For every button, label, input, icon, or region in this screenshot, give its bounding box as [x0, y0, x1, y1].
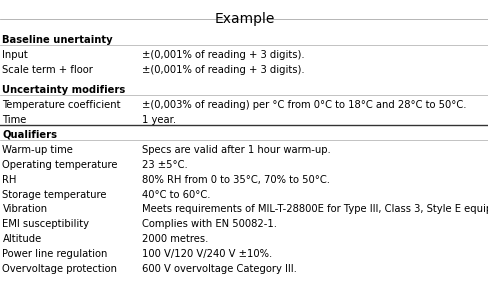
Text: Vibration: Vibration [2, 204, 47, 215]
Text: 80% RH from 0 to 35°C, 70% to 50°C.: 80% RH from 0 to 35°C, 70% to 50°C. [142, 175, 329, 185]
Text: ±(0,003% of reading) per °C from 0°C to 18°C and 28°C to 50°C.: ±(0,003% of reading) per °C from 0°C to … [142, 100, 466, 110]
Text: Scale term + floor: Scale term + floor [2, 65, 93, 75]
Text: Meets requirements of MIL-T-28800E for Type III, Class 3, Style E equipment.: Meets requirements of MIL-T-28800E for T… [142, 204, 488, 215]
Text: Temperature coefficient: Temperature coefficient [2, 100, 121, 110]
Text: Complies with EN 50082-1.: Complies with EN 50082-1. [142, 219, 276, 230]
Text: Uncertainty modifiers: Uncertainty modifiers [2, 85, 125, 95]
Text: Operating temperature: Operating temperature [2, 160, 118, 170]
Text: Baseline unertainty: Baseline unertainty [2, 35, 113, 45]
Text: 40°C to 60°C.: 40°C to 60°C. [142, 190, 210, 200]
Text: 100 V/120 V/240 V ±10%.: 100 V/120 V/240 V ±10%. [142, 249, 271, 259]
Text: ±(0,001% of reading + 3 digits).: ±(0,001% of reading + 3 digits). [142, 65, 304, 75]
Text: Warm-up time: Warm-up time [2, 145, 73, 155]
Text: Overvoltage protection: Overvoltage protection [2, 264, 117, 274]
Text: ±(0,001% of reading + 3 digits).: ±(0,001% of reading + 3 digits). [142, 50, 304, 60]
Text: Storage temperature: Storage temperature [2, 190, 107, 200]
Text: RH: RH [2, 175, 17, 185]
Text: Altitude: Altitude [2, 234, 41, 245]
Text: 2000 metres.: 2000 metres. [142, 234, 208, 245]
Text: Time: Time [2, 115, 27, 125]
Text: Specs are valid after 1 hour warm-up.: Specs are valid after 1 hour warm-up. [142, 145, 330, 155]
Text: Power line regulation: Power line regulation [2, 249, 107, 259]
Text: 23 ±5°C.: 23 ±5°C. [142, 160, 187, 170]
Text: Example: Example [214, 12, 274, 26]
Text: Input: Input [2, 50, 28, 60]
Text: EMI susceptibility: EMI susceptibility [2, 219, 89, 230]
Text: Qualifiers: Qualifiers [2, 130, 57, 140]
Text: 1 year.: 1 year. [142, 115, 176, 125]
Text: 600 V overvoltage Category III.: 600 V overvoltage Category III. [142, 264, 296, 274]
